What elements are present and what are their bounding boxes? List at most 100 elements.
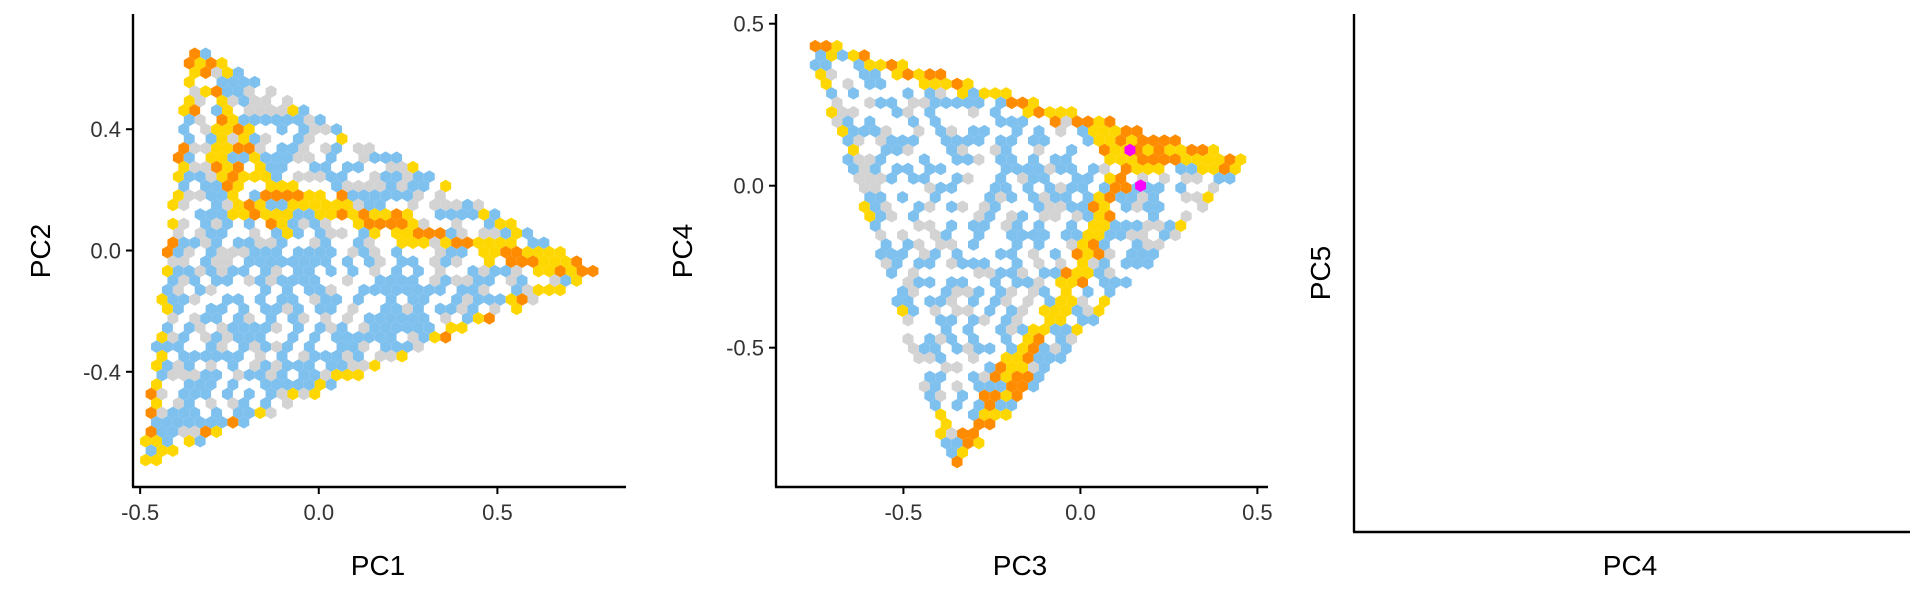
hexbin-cell [1033, 200, 1045, 214]
hexbin-cell [216, 302, 228, 316]
hexbin-cell [156, 293, 168, 306]
hexbin-cell [402, 170, 413, 183]
hexbin-cell [156, 425, 168, 439]
hexbin-cell [1071, 172, 1083, 185]
hexbin-cell [183, 359, 195, 372]
hexbin-cell [451, 255, 463, 268]
hexbin-cell [298, 255, 310, 268]
hexbin-cell [978, 313, 990, 327]
hexbin-cell [1006, 266, 1018, 280]
hexbin-cell [232, 293, 244, 306]
hexbin-cell [1098, 124, 1110, 138]
hexbin-cell [221, 179, 233, 193]
hexbin-cell [265, 104, 277, 117]
hexbin-cell [472, 198, 484, 212]
hexbin-cell [260, 189, 272, 202]
hexbin-cell [325, 359, 337, 372]
hexbin-cell [1082, 191, 1094, 204]
hexbin-cell [1049, 153, 1061, 166]
hexbin-cell [396, 255, 408, 268]
hexbin-cell [282, 359, 293, 372]
hexbin-cell [864, 153, 876, 166]
hexbin-cell [412, 189, 424, 202]
hexbin-cell [902, 68, 914, 81]
hexbin-cell [973, 266, 985, 280]
hexbin-cell [1066, 276, 1078, 289]
hexbin-cell [1213, 172, 1225, 185]
hexbin-cell [1006, 228, 1018, 242]
hexbin-cell [924, 200, 936, 214]
hexbin-cell [1011, 389, 1023, 403]
hexbin-cell [412, 227, 424, 240]
hexbin-cell [303, 132, 315, 146]
hexbin-cell [1202, 191, 1214, 204]
hexbin-cell [352, 236, 364, 250]
hexbin-cell [200, 236, 212, 250]
hexbin-cell [924, 257, 936, 270]
hexbin-cell [194, 189, 206, 202]
hexbin-cell [907, 209, 919, 223]
hexbin-cell [271, 189, 282, 202]
hexbin-cell [1033, 370, 1045, 384]
hexbin-cell [913, 238, 925, 251]
hexbin-cell [1049, 209, 1061, 223]
x-tick-label: 0.5 [1242, 500, 1273, 525]
hexbin-cell [391, 321, 403, 335]
hexbin-cell [907, 285, 919, 299]
hexbin-cell [940, 96, 952, 110]
hexbin-cell [1011, 351, 1023, 365]
hexbin-cell [265, 179, 277, 193]
hexbin-cell [842, 153, 854, 166]
hexbin-cell [1175, 143, 1187, 157]
hexbin-cell [1000, 143, 1012, 157]
hexbin-cell [984, 342, 996, 355]
hexbin-cell [292, 113, 304, 127]
hexbin-cell [429, 198, 441, 212]
panel-pc4-pc5: PC4 PC5 [1305, 14, 1910, 581]
hexbin-cell [194, 113, 206, 127]
hexbin-cell [271, 321, 282, 335]
hexbin-cell [1077, 257, 1089, 270]
hexbin-cell [1000, 162, 1012, 176]
hexbin-cell [412, 264, 424, 278]
hexbin-cell [989, 200, 1001, 214]
hexbin-cell [418, 293, 430, 306]
hexbin-cell [516, 293, 528, 306]
hexbin-cell [891, 68, 903, 81]
hexbin-cell [260, 302, 272, 316]
hexbin-cell [924, 87, 936, 100]
hexbin-cell [298, 141, 310, 155]
hexbin-cell [978, 370, 990, 384]
hexbin-cell [358, 208, 370, 221]
hexbin-cell [1038, 191, 1050, 204]
hexbin-cell [369, 170, 381, 183]
hexbin-cell [194, 321, 206, 335]
hexbin-cell [412, 321, 424, 335]
hexbin-cell [505, 293, 517, 306]
hexbin-cell [1224, 153, 1236, 166]
hexbin-cell [178, 349, 190, 363]
hexbin-cell [1098, 238, 1110, 251]
hexbin-cell [1044, 294, 1056, 308]
hexbin-cell [483, 217, 495, 231]
hexbin-cell [385, 179, 397, 193]
hexbin-cell [336, 189, 348, 202]
hexbin-cell [527, 293, 539, 306]
hexbin-cell [1011, 313, 1023, 327]
hexbin-cell [211, 312, 222, 325]
hexbin-cell [886, 58, 898, 72]
hexbin-cell [325, 264, 337, 278]
hexbin-cell [161, 302, 173, 316]
hexbin-cell [560, 255, 572, 268]
hexbin-cell [276, 255, 288, 268]
hexbin-cell [1120, 257, 1132, 270]
hexbin-cell [1011, 276, 1023, 289]
hexbin-cell [292, 189, 304, 202]
hexbin-cell [363, 255, 375, 268]
hexbin-cell [303, 340, 315, 354]
hexbin-cell [1169, 228, 1181, 242]
hexbin-cell [1115, 134, 1127, 147]
hexbin-cell [440, 179, 452, 193]
hexbin-cell [527, 236, 539, 250]
hexbin-cell [897, 285, 908, 299]
